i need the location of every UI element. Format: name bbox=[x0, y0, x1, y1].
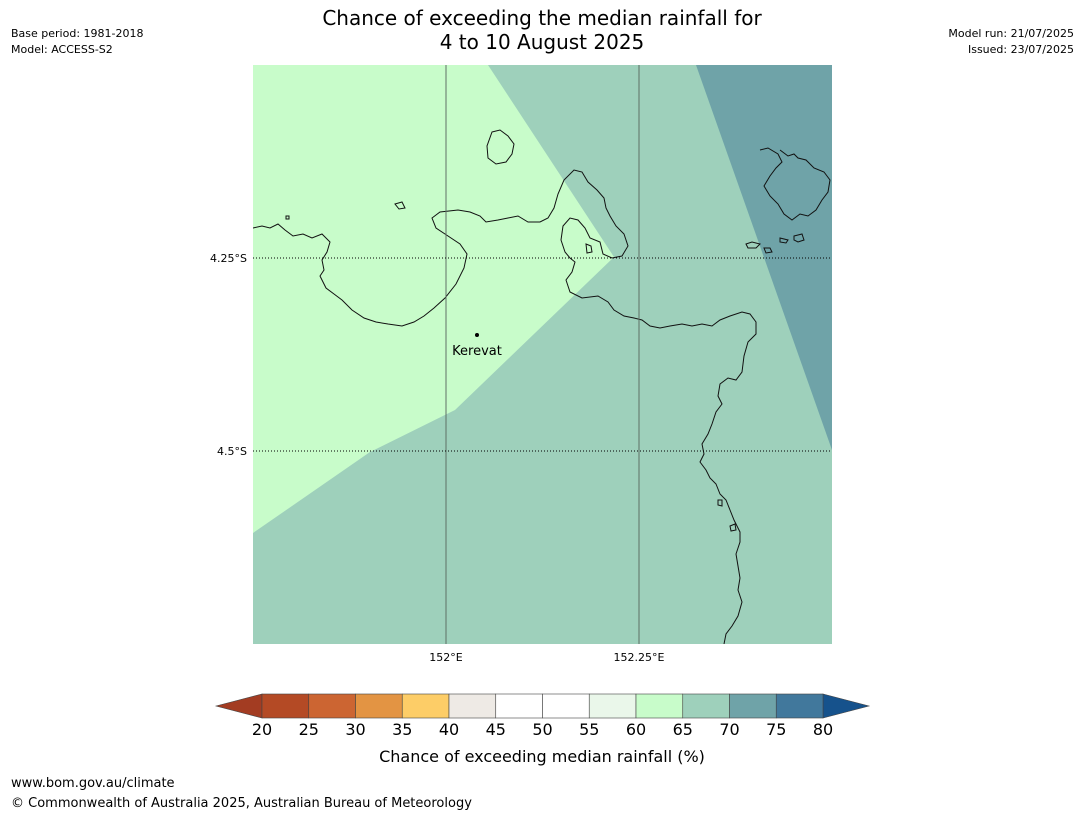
colorbar-ticks: 20 25 30 35 40 45 50 55 60 65 70 75 80 bbox=[252, 720, 833, 739]
island-north bbox=[486, 129, 515, 165]
model-text: Model: ACCESS-S2 bbox=[11, 43, 113, 56]
colorbar-tick-label: 40 bbox=[439, 720, 459, 739]
colorbar-segment bbox=[261, 693, 310, 719]
colorbar-tick-label: 35 bbox=[392, 720, 412, 739]
issued-text: Issued: 23/07/2025 bbox=[967, 43, 1074, 56]
colorbar-segment bbox=[542, 693, 590, 719]
colorbar-over-arrow bbox=[822, 693, 871, 719]
coastlines bbox=[253, 129, 831, 644]
title-line-1: Chance of exceeding the median rainfall … bbox=[322, 6, 762, 30]
header-left: Base period: 1981-2018 Model: ACCESS-S2 bbox=[11, 26, 143, 58]
colorbar-tick-label: 80 bbox=[813, 720, 833, 739]
lon-label-152: 152°E bbox=[429, 651, 462, 664]
islet-inner bbox=[729, 523, 737, 532]
header-right: Model run: 21/07/2025 Issued: 23/07/2025 bbox=[948, 26, 1074, 58]
coastline-new-ireland bbox=[759, 147, 831, 221]
map-title: Chance of exceeding the median rainfall … bbox=[242, 6, 842, 54]
colorbar-segment bbox=[401, 693, 450, 719]
colorbar-tick-label: 70 bbox=[719, 720, 739, 739]
colorbar-tick-label: 75 bbox=[766, 720, 786, 739]
colorbar-segment bbox=[729, 693, 777, 719]
colorbar-tick-label: 25 bbox=[299, 720, 319, 739]
colorbar-tick-label: 65 bbox=[673, 720, 693, 739]
colorbar-segment bbox=[495, 693, 543, 719]
lat-label-4-5: 4.5°S bbox=[217, 445, 247, 458]
colorbar-tick-label: 50 bbox=[532, 720, 552, 739]
colorbar-segments bbox=[261, 693, 824, 719]
island-small-east bbox=[763, 247, 773, 254]
colorbar-segment bbox=[775, 693, 824, 719]
colorbar-tick-label: 30 bbox=[345, 720, 365, 739]
colorbar-tick-label: 55 bbox=[579, 720, 599, 739]
kerevat-marker[interactable] bbox=[475, 333, 479, 337]
colorbar-segment bbox=[588, 693, 637, 719]
base-period-text: Base period: 1981-2018 bbox=[11, 27, 144, 40]
colorbar-tick-label: 45 bbox=[486, 720, 506, 739]
colorbar-tick-label: 20 bbox=[252, 720, 272, 739]
footer-copyright: © Commonwealth of Australia 2025, Austra… bbox=[11, 796, 472, 811]
region-60-65 bbox=[253, 65, 614, 533]
islet-centre bbox=[585, 243, 593, 254]
colorbar-label: Chance of exceeding median rainfall (%) bbox=[379, 747, 705, 766]
colorbar: 20 25 30 35 40 45 50 55 60 65 70 75 80 Chance of exc… bbox=[214, 693, 871, 766]
coastline-gazelle bbox=[253, 169, 757, 644]
map-area[interactable]: Kerevat bbox=[253, 65, 832, 644]
colorbar-segment bbox=[308, 693, 356, 719]
title-line-2: 4 to 10 August 2025 bbox=[439, 30, 645, 54]
model-run-text: Model run: 21/07/2025 bbox=[948, 27, 1074, 40]
colorbar-segment bbox=[635, 693, 684, 719]
colorbar-segment bbox=[682, 693, 730, 719]
colorbar-tick-label: 60 bbox=[626, 720, 646, 739]
islet-west bbox=[394, 201, 406, 210]
kerevat-label: Kerevat bbox=[452, 344, 502, 359]
islet-small bbox=[285, 215, 290, 220]
lon-label-152-25: 152.25°E bbox=[614, 651, 665, 664]
colorbar-under-arrow bbox=[214, 693, 263, 719]
island-east-pair bbox=[779, 233, 805, 244]
island-duke-york bbox=[745, 241, 761, 249]
footer-url[interactable]: www.bom.gov.au/climate bbox=[11, 776, 175, 791]
lat-label-4-25: 4.25°S bbox=[210, 252, 247, 265]
graticule bbox=[253, 65, 832, 644]
colorbar-segment bbox=[355, 693, 403, 719]
islet-inner-2 bbox=[717, 499, 723, 507]
colorbar-segment bbox=[448, 693, 497, 719]
